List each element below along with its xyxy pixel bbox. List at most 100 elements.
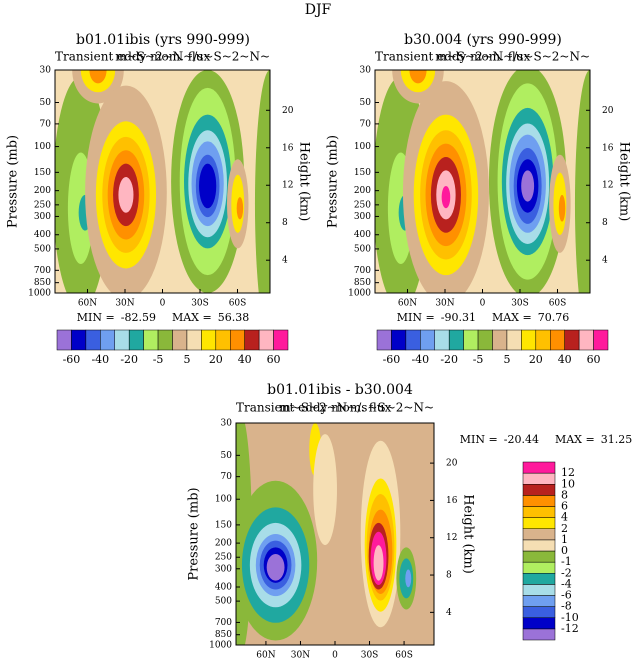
min-max: MIN = -90.31 MAX = 70.76 bbox=[397, 311, 569, 324]
y2-tick-label: 4 bbox=[602, 256, 608, 266]
colorbar-label: -20 bbox=[120, 353, 138, 366]
colorbar-box bbox=[492, 329, 508, 351]
colorbar-box bbox=[522, 506, 556, 518]
y-tick-label: 700 bbox=[354, 266, 371, 276]
colorbar-label: 20 bbox=[529, 353, 543, 366]
contour-field bbox=[375, 70, 590, 293]
colorbar-box bbox=[506, 329, 522, 351]
y-tick-label: 30 bbox=[40, 66, 52, 76]
colorbar-label: 10 bbox=[561, 477, 575, 490]
contour-region bbox=[313, 434, 337, 546]
colorbar-label: -8 bbox=[561, 600, 572, 613]
colorbar-box bbox=[434, 329, 450, 351]
y2-axis-label: Height (km) bbox=[297, 142, 312, 222]
colorbar-label: 6 bbox=[561, 500, 568, 513]
y2-tick-label: 8 bbox=[602, 218, 608, 228]
y-tick-label: 1000 bbox=[28, 289, 51, 299]
contour-field bbox=[236, 423, 434, 645]
y-tick-label: 100 bbox=[354, 142, 371, 152]
y-tick-label: 400 bbox=[34, 230, 51, 240]
colorbar-box bbox=[143, 329, 159, 351]
max-label: MAX = bbox=[555, 433, 595, 446]
panel-title: b30.004 (yrs 990-999) bbox=[404, 32, 562, 48]
colorbar-box bbox=[186, 329, 202, 351]
panel-title: b01.01ibis (yrs 990-999) bbox=[76, 32, 250, 48]
contour-region bbox=[89, 70, 107, 84]
colorbar-box bbox=[230, 329, 245, 351]
colorbar-box bbox=[522, 617, 556, 630]
colorbar-label: 40 bbox=[238, 353, 252, 366]
y-tick-label: 250 bbox=[215, 553, 232, 563]
y-tick-label: 100 bbox=[215, 495, 232, 505]
colorbar-box bbox=[201, 329, 217, 351]
y-tick-label: 150 bbox=[354, 168, 371, 178]
x-tick-label: 30S bbox=[191, 299, 209, 309]
colorbar-box bbox=[535, 329, 551, 351]
y-axis-label: Pressure (mb) bbox=[6, 135, 21, 228]
contour-region bbox=[118, 177, 134, 213]
y-tick-label: 150 bbox=[34, 168, 51, 178]
colorbar-label: -1 bbox=[561, 555, 572, 568]
panel: b01.01ibis - b30.004 Transient eddy mom. … bbox=[187, 382, 633, 661]
y-tick-label: 500 bbox=[215, 597, 232, 607]
colorbar-label: -20 bbox=[440, 353, 458, 366]
y2-tick-label: 12 bbox=[282, 181, 293, 191]
colorbar-box bbox=[100, 329, 115, 351]
y2-tick-label: 20 bbox=[282, 106, 294, 116]
y-tick-label: 70 bbox=[360, 119, 372, 129]
x-tick-label: 60S bbox=[549, 299, 567, 309]
colorbar-box bbox=[405, 329, 421, 351]
y-tick-label: 1000 bbox=[348, 289, 371, 299]
panel: b01.01ibis (yrs 990-999) Transient eddy m… bbox=[6, 32, 312, 366]
y-tick-label: 850 bbox=[215, 630, 232, 640]
subtitle-left: Transient eddy mom. flux bbox=[236, 401, 391, 415]
y-tick-label: 30 bbox=[360, 66, 372, 76]
x-tick-label: 0 bbox=[480, 299, 486, 309]
colorbar-box bbox=[85, 329, 101, 351]
y-tick-label: 300 bbox=[354, 212, 371, 222]
y-tick-label: 300 bbox=[215, 564, 232, 574]
x-tick-label: 30N bbox=[115, 299, 134, 309]
colorbar-box bbox=[578, 329, 594, 351]
colorbar-box bbox=[172, 329, 188, 351]
subtitle-right: m~S~2~N~/s~S~2~N~ bbox=[279, 401, 434, 415]
colorbar-label: 40 bbox=[558, 353, 572, 366]
min-max: MIN = -20.44 MAX = 31.25 bbox=[460, 433, 632, 446]
colorbar-label: -40 bbox=[91, 353, 109, 366]
x-tick-label: 30N bbox=[435, 299, 454, 309]
colorbar-box bbox=[391, 329, 407, 351]
y-tick-label: 500 bbox=[354, 244, 371, 254]
contour-region bbox=[558, 194, 566, 222]
colorbar-label: 0 bbox=[561, 544, 568, 557]
subtitle-left: Transient eddy mom. flux bbox=[55, 50, 210, 64]
colorbar-label: 12 bbox=[561, 466, 575, 479]
contour-field bbox=[55, 70, 270, 293]
y2-tick-label: 8 bbox=[446, 571, 452, 581]
y-tick-label: 850 bbox=[34, 278, 51, 288]
y-tick-label: 30 bbox=[221, 419, 233, 429]
colorbar-box bbox=[157, 329, 173, 351]
figure-title: DJF bbox=[305, 2, 332, 18]
colorbar-label: 20 bbox=[209, 353, 223, 366]
y-tick-label: 700 bbox=[215, 618, 232, 628]
subtitle-right: m~S~2~N~/s~S~2~N~ bbox=[115, 50, 270, 64]
y-tick-label: 400 bbox=[215, 582, 232, 592]
colorbar-box bbox=[522, 484, 556, 496]
colorbar-label: 2 bbox=[561, 522, 568, 535]
min: -82.59 bbox=[121, 311, 156, 324]
x-tick-label: 60S bbox=[395, 651, 413, 661]
colorbar-label: 60 bbox=[267, 353, 281, 366]
x-tick-label: 60S bbox=[229, 299, 247, 309]
colorbar-box bbox=[522, 606, 556, 618]
colorbar-label: 5 bbox=[183, 353, 190, 366]
contour-region bbox=[521, 170, 535, 202]
x-tick-label: 0 bbox=[160, 299, 166, 309]
colorbar-box bbox=[56, 329, 72, 351]
colorbar-label: -6 bbox=[561, 589, 572, 602]
y-tick-label: 850 bbox=[354, 278, 371, 288]
y2-tick-label: 20 bbox=[602, 106, 614, 116]
min-label: MIN = bbox=[397, 311, 435, 324]
colorbar-box bbox=[522, 472, 556, 485]
